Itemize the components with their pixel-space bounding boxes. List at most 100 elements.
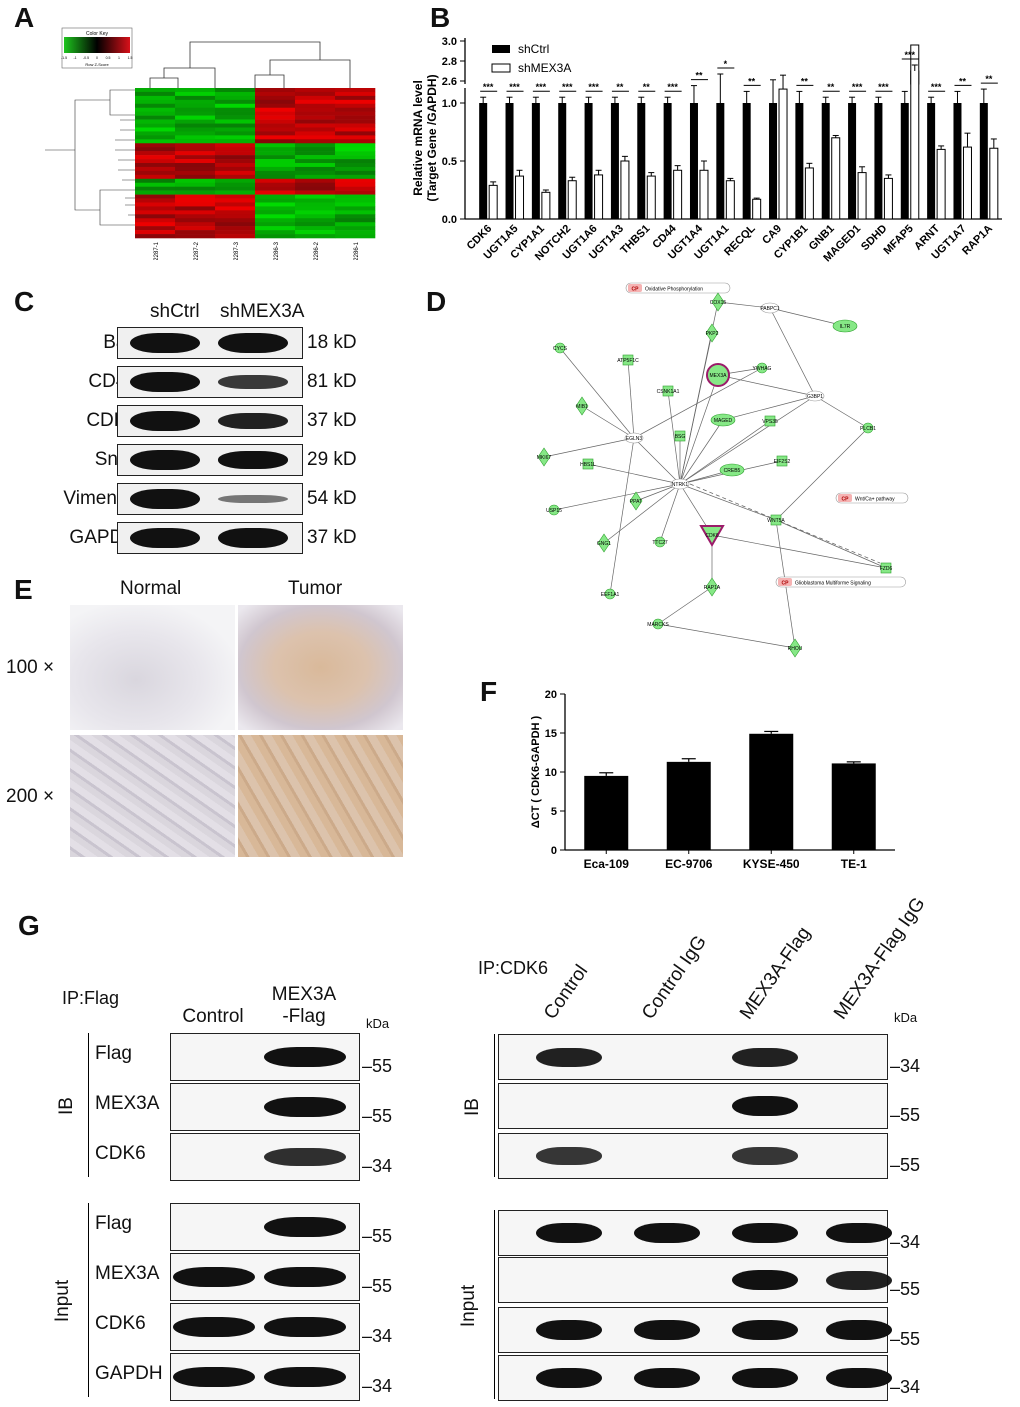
significance-mark: *** — [852, 82, 863, 92]
heatmap-cell — [255, 143, 296, 148]
svg-text:MARCKS: MARCKS — [647, 622, 669, 628]
ib-band — [634, 1320, 700, 1340]
heatmap-cell — [135, 210, 176, 215]
network-edge — [711, 534, 887, 569]
canonical-pathway-label: CP Glioblastoma Multiforme Signaling — [775, 576, 906, 588]
input-group-bracket — [494, 1210, 495, 1399]
heatmap-cell — [175, 226, 216, 231]
network-node-il7r: IL7R — [832, 319, 858, 333]
ihc-tumor-200x — [238, 735, 403, 857]
network-node-bsg: BSG — [674, 430, 685, 442]
heatmap-cell — [215, 151, 256, 156]
heatmap-cell — [135, 202, 176, 207]
heatmap-cell — [175, 143, 216, 148]
heatmap-cell — [295, 218, 336, 223]
heatmap-cell — [335, 174, 376, 180]
heatmap-cell — [135, 226, 176, 231]
heatmap-cell — [255, 234, 296, 239]
bar-shmex3a — [699, 169, 709, 220]
network-edge — [603, 483, 681, 544]
network-edge — [657, 586, 713, 625]
heatmap-cell — [175, 135, 216, 140]
significance-mark: * — [724, 59, 728, 69]
heatmap-sample-label: W2286-3 — [274, 241, 280, 260]
panel-label-f: F — [480, 676, 498, 707]
lane-label: Control — [182, 1006, 244, 1027]
network-edge — [667, 390, 681, 485]
significance-mark: *** — [667, 82, 678, 92]
network-edge — [775, 427, 869, 521]
heatmap-sample-label: W2286-1 — [354, 241, 360, 260]
ib-kd-marker: –55 — [362, 1056, 393, 1076]
heatmap-cell — [295, 95, 336, 101]
heatmap-cell — [335, 234, 376, 239]
panel-label-b: B — [430, 2, 451, 33]
heatmap-cell — [135, 218, 176, 223]
network-edge — [679, 483, 777, 521]
network-edge — [581, 405, 635, 439]
ib-band — [732, 1147, 798, 1165]
network-node-pabpc1: PABPC1 — [760, 302, 780, 314]
heatmap-cell — [255, 174, 296, 180]
heatmap-cell — [175, 95, 216, 101]
heatmap-cell — [295, 190, 336, 195]
heatmap-cell — [335, 123, 376, 128]
network-node-ywhag: YWHAG — [753, 362, 772, 374]
lane-label: MEX3A-Flag — [735, 923, 815, 1024]
network-edge — [775, 519, 887, 569]
significance-mark: ** — [959, 76, 967, 86]
significance-mark: *** — [536, 82, 547, 92]
heatmap-cell — [255, 131, 296, 136]
svg-text:CREB5: CREB5 — [724, 468, 741, 474]
heatmap-cell — [175, 206, 216, 211]
heatmap-cell — [215, 226, 256, 231]
heatmap-cell — [215, 186, 256, 191]
lane-label: MEX3A-Flag IgG — [829, 893, 930, 1024]
heatmap-cell — [215, 91, 256, 97]
bar-shmex3a — [778, 88, 788, 220]
legend-swatch-shctrl — [492, 45, 510, 53]
ib-kd-marker: –55 — [890, 1329, 921, 1349]
heatmap-cell — [255, 107, 296, 112]
network-edge — [587, 463, 681, 485]
svg-text:EIF2S2: EIF2S2 — [774, 459, 791, 465]
network-edge — [679, 419, 724, 485]
heatmap-cell — [295, 127, 336, 132]
heatmap-cell — [335, 111, 376, 116]
heatmap-cell — [335, 218, 376, 223]
heatmap-cell — [335, 166, 376, 172]
heatmap-cell — [215, 218, 256, 223]
ib-band — [173, 1367, 255, 1387]
blot-band — [130, 372, 200, 392]
heatmap-cell — [135, 88, 176, 93]
ib-band — [264, 1267, 346, 1287]
network-edge — [717, 374, 816, 397]
blot-strip — [117, 522, 303, 554]
bar-shctrl — [848, 103, 857, 219]
heatmap-cell — [255, 119, 296, 124]
ib-strip — [498, 1034, 888, 1080]
network-node-csnk1a1: CSNK1A1 — [657, 385, 680, 397]
heatmap-cell — [295, 194, 336, 199]
ib-band — [634, 1223, 700, 1243]
heatmap-cell — [255, 159, 296, 164]
heatmap-cell — [215, 143, 256, 148]
network-node-eif2s2: EIF2S2 — [774, 455, 791, 467]
svg-text:NTRK1: NTRK1 — [672, 482, 689, 488]
heatmap-cell — [215, 206, 256, 211]
heatmap-cell — [215, 222, 256, 227]
heatmap-cell — [215, 139, 256, 144]
heatmap-cell — [295, 206, 336, 211]
bar-shctrl — [584, 103, 593, 219]
network-edge-dashed — [689, 483, 881, 564]
heatmap-cell — [215, 230, 256, 235]
heatmap-cell — [335, 99, 376, 105]
heatmap-cell — [335, 151, 376, 156]
heatmap-cell — [255, 194, 296, 199]
bar-shmex3a — [725, 180, 735, 220]
heatmap-cell — [335, 163, 376, 168]
ib-band — [732, 1096, 798, 1116]
svg-text:CSNK1A1: CSNK1A1 — [657, 389, 680, 395]
heatmap-cell — [335, 135, 376, 140]
heatmap-cell — [175, 194, 216, 199]
